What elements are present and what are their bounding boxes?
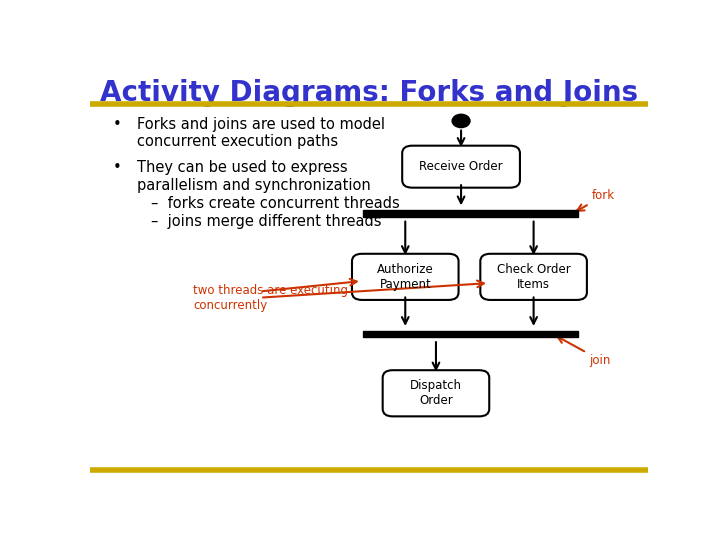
Text: two threads are executing
concurrently: two threads are executing concurrently xyxy=(193,284,348,312)
FancyBboxPatch shape xyxy=(480,254,587,300)
Circle shape xyxy=(452,114,470,127)
Text: Check Order
Items: Check Order Items xyxy=(497,263,570,291)
Text: –  forks create concurrent threads: – forks create concurrent threads xyxy=(151,196,400,211)
FancyBboxPatch shape xyxy=(352,254,459,300)
Text: •: • xyxy=(112,117,121,132)
Text: Activity Diagrams: Forks and Joins: Activity Diagrams: Forks and Joins xyxy=(100,79,638,107)
FancyBboxPatch shape xyxy=(382,370,490,416)
Text: •: • xyxy=(112,160,121,176)
FancyBboxPatch shape xyxy=(402,146,520,188)
Bar xyxy=(364,331,578,337)
Text: –  joins merge different threads: – joins merge different threads xyxy=(151,214,382,230)
Bar xyxy=(364,210,578,217)
Text: Forks and joins are used to model
concurrent execution paths: Forks and joins are used to model concur… xyxy=(138,117,385,149)
Text: fork: fork xyxy=(577,190,616,211)
Text: Authorize
Payment: Authorize Payment xyxy=(377,263,433,291)
Text: Receive Order: Receive Order xyxy=(419,160,503,173)
Text: They can be used to express
parallelism and synchronization: They can be used to express parallelism … xyxy=(138,160,372,193)
Text: join: join xyxy=(557,337,611,367)
Text: Dispatch
Order: Dispatch Order xyxy=(410,379,462,407)
